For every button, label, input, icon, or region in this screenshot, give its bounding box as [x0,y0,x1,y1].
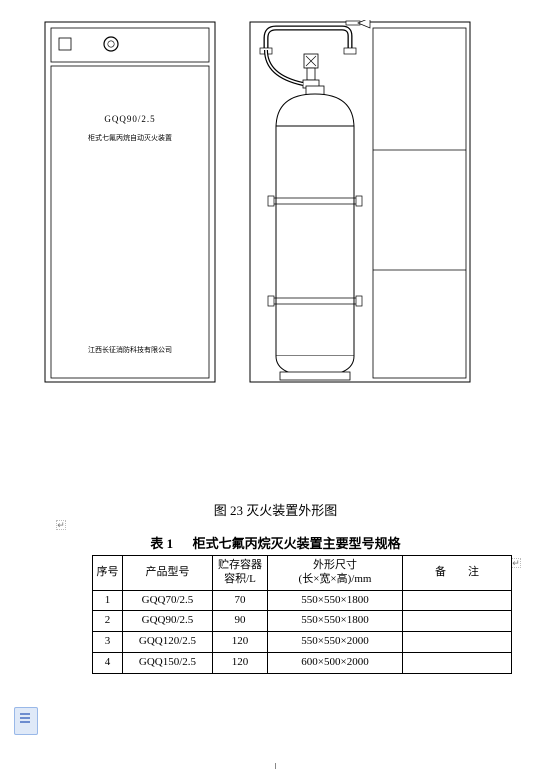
cabinet-company-text: 江西长征消防科技有限公司 [88,345,172,354]
table-head: 序号 产品型号 贮存容器 容积/L 外形尺寸 (长×宽×高)/mm 备 注 [93,556,512,591]
col-remark-header: 备 注 [403,556,512,591]
captions-block: 图 23 灭火装置外形图 表 1 柜式七氟丙烷灭火装置主要型号规格 [0,500,551,552]
cell-seq: 4 [93,652,123,673]
cell-model: GQQ90/2.5 [123,611,213,632]
cabinet-model-text: GQQ90/2.5 [104,114,155,124]
spec-table: 序号 产品型号 贮存容器 容积/L 外形尺寸 (长×宽×高)/mm 备 注 1G… [92,555,512,674]
table-row: 1GQQ70/2.570550×550×1800 [93,590,512,611]
col-seq-header: 序号 [93,556,123,591]
col-dim-header: 外形尺寸 (长×宽×高)/mm [268,556,403,591]
cell-volume: 90 [213,611,268,632]
anchor-marker-icon: ↵ [511,558,521,568]
table-body: 1GQQ70/2.570550×550×18002GQQ90/2.590550×… [93,590,512,673]
cell-remark [403,611,512,632]
cell-model: GQQ120/2.5 [123,632,213,653]
cell-volume: 70 [213,590,268,611]
figure-caption: 图 23 灭火装置外形图 [0,500,551,519]
diagram-figure: GQQ90/2.5 柜式七氟丙烷自动灭火装置 江西长征消防科技有限公司 [40,20,510,390]
cell-dim: 600×500×2000 [268,652,403,673]
table-row: 4GQQ150/2.5120600×500×2000 [93,652,512,673]
cell-volume: 120 [213,632,268,653]
cell-remark [403,590,512,611]
table-row: 2GQQ90/2.590550×550×1800 [93,611,512,632]
spec-table-wrap: 序号 产品型号 贮存容器 容积/L 外形尺寸 (长×宽×高)/mm 备 注 1G… [92,555,512,674]
anchor-marker-icon: ↵ [56,520,66,530]
cell-seq: 1 [93,590,123,611]
table-caption-text: 柜式七氟丙烷灭火装置主要型号规格 [193,536,401,551]
col-volume-header: 贮存容器 容积/L [213,556,268,591]
device-outline-svg: GQQ90/2.5 柜式七氟丙烷自动灭火装置 江西长征消防科技有限公司 [40,20,510,390]
document-page: GQQ90/2.5 柜式七氟丙烷自动灭火装置 江西长征消防科技有限公司 [0,0,551,783]
cabinet-subtitle-text: 柜式七氟丙烷自动灭火装置 [88,133,172,142]
page-center-marker [275,763,276,769]
cell-remark [403,632,512,653]
document-icon [14,707,38,735]
cell-model: GQQ150/2.5 [123,652,213,673]
table-row: 3GQQ120/2.5120550×550×2000 [93,632,512,653]
cell-seq: 3 [93,632,123,653]
cell-seq: 2 [93,611,123,632]
cell-model: GQQ70/2.5 [123,590,213,611]
cell-dim: 550×550×2000 [268,632,403,653]
cell-remark [403,652,512,673]
cell-volume: 120 [213,652,268,673]
cell-dim: 550×550×1800 [268,611,403,632]
table-caption-prefix: 表 1 [150,536,173,551]
col-model-header: 产品型号 [123,556,213,591]
cell-dim: 550×550×1800 [268,590,403,611]
table-caption: 表 1 柜式七氟丙烷灭火装置主要型号规格 [0,533,551,552]
